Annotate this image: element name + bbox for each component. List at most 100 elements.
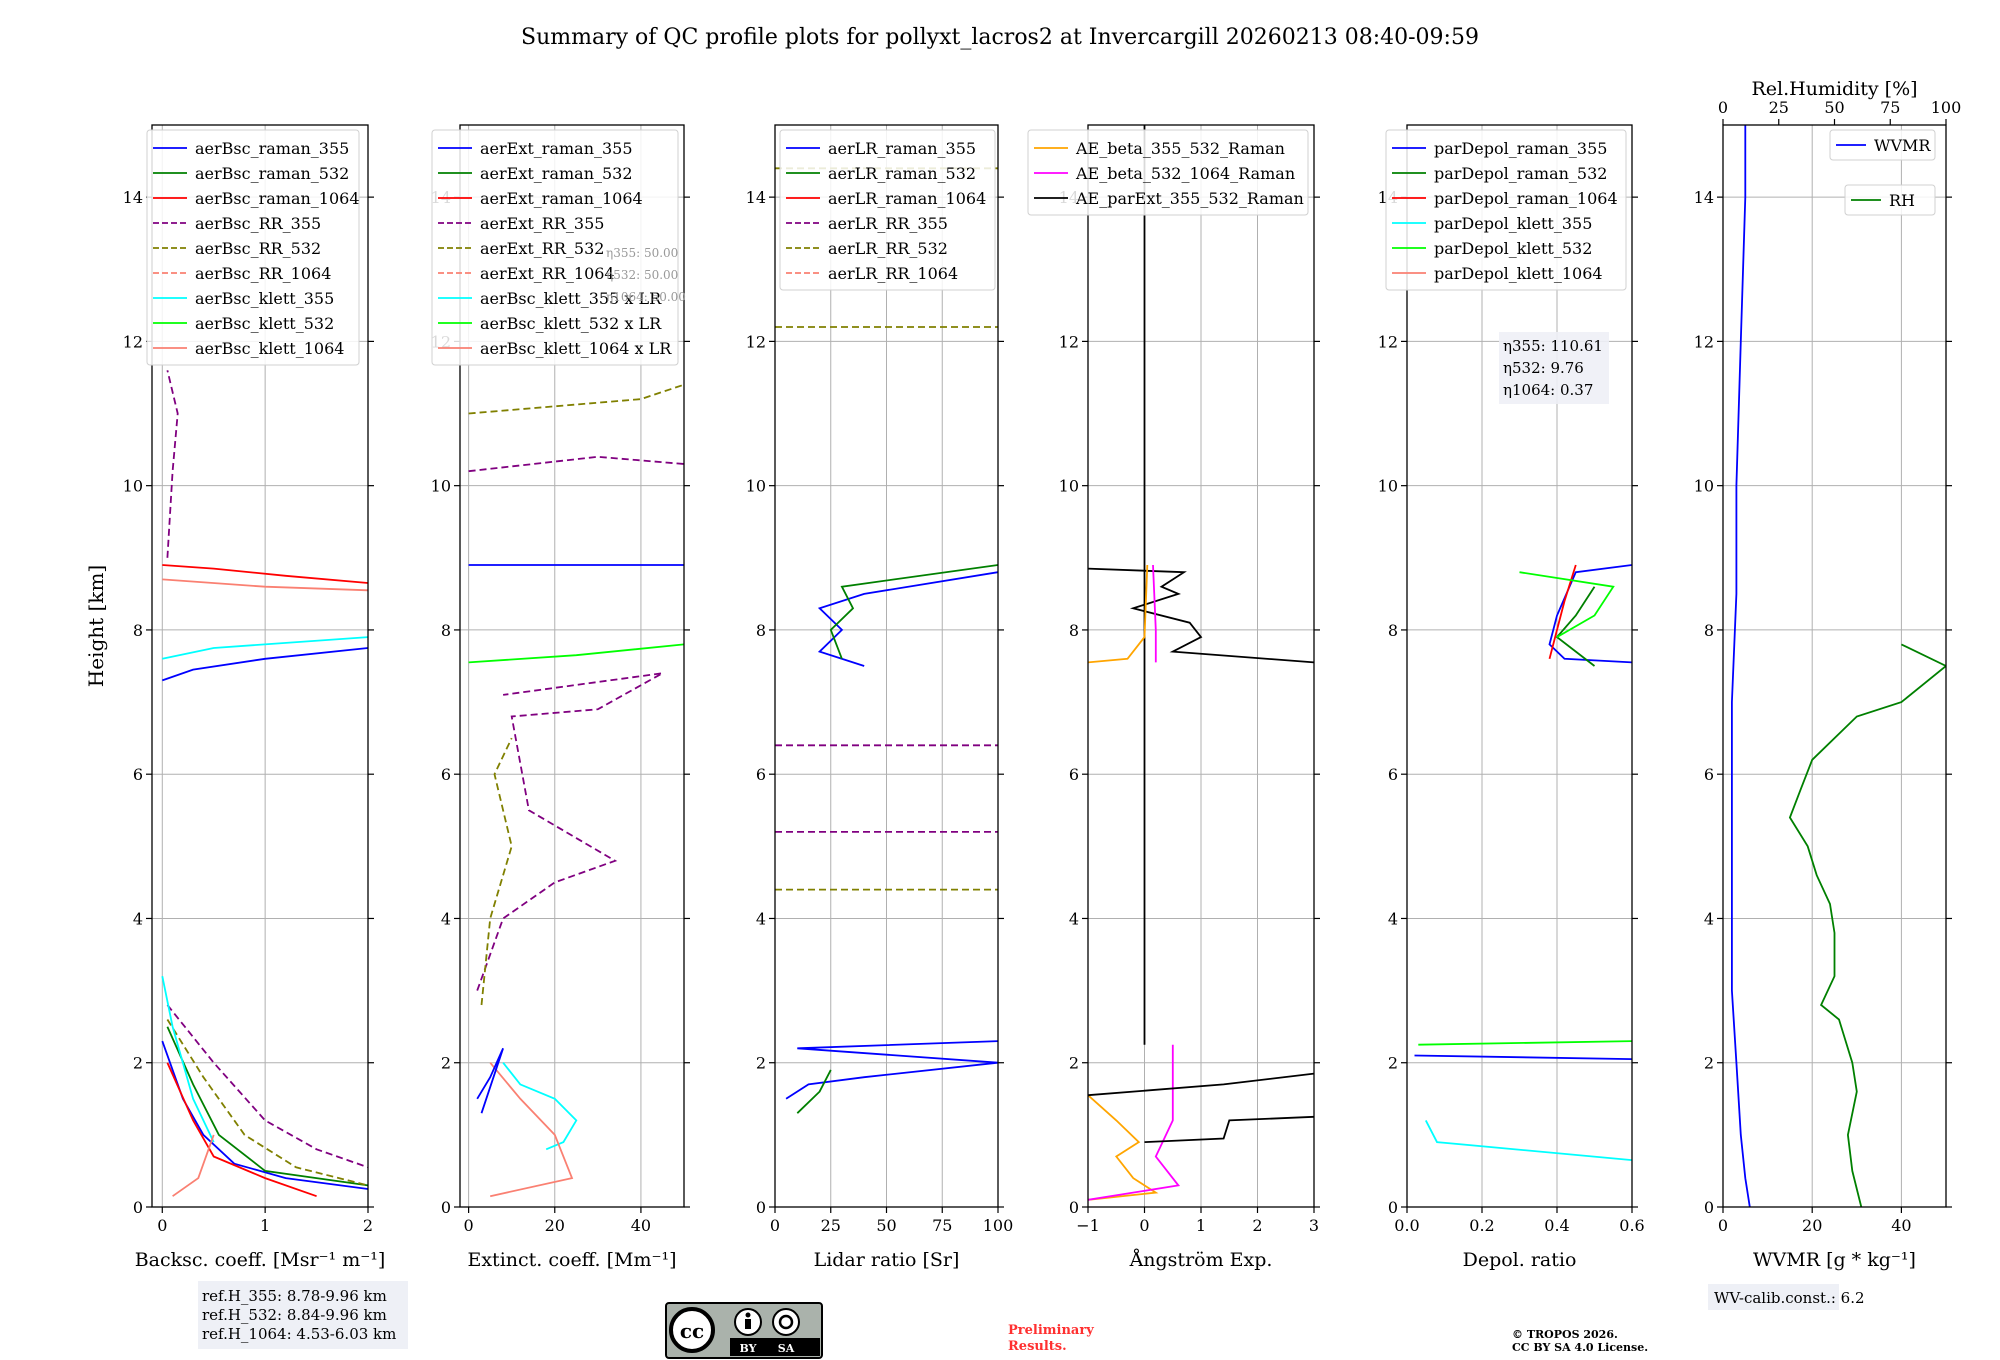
series-aerext-raman-355 — [476, 1047, 504, 1114]
series-rh — [1788, 643, 1946, 1207]
series-group — [161, 370, 368, 1198]
series-aerbsc-raman-1064 — [166, 1062, 317, 1198]
y-tick-label-0: 0 — [756, 1198, 766, 1217]
share-alike-icon — [772, 1308, 800, 1336]
legend-label-0: AE_beta_355_532_Raman — [1075, 139, 1285, 158]
preliminary-label-2: Results. — [1008, 1339, 1067, 1354]
plot-frame — [151, 124, 369, 1208]
legend-label-5: parDepol_klett_1064 — [1434, 264, 1603, 283]
series-cloud-532 — [468, 643, 684, 664]
panel-3: 0 25 50 75 100 0 2 4 6 8 10 12 14 Lidar ratio [Sr] aer… — [746, 124, 1013, 1271]
y-tick-label-7: 14 — [1694, 188, 1714, 207]
y-tick-label-5: 10 — [1694, 477, 1714, 496]
panel-5: 0.00.20.40.602468101214Depol. ratioparDe… — [1378, 124, 1645, 1271]
y-tick-label-1: 2 — [1069, 1054, 1079, 1073]
series-aerlr-raman-355-cloud — [817, 571, 998, 667]
legend: parDepol_raman_355 parDepol_raman_532 parD… — [1385, 129, 1627, 291]
y-tick-label-0: 0 — [133, 1198, 143, 1217]
y-axis-label: Height [km] — [84, 565, 108, 687]
legend-label-5: aerLR_RR_1064 — [828, 264, 958, 283]
series-pardepol-raman-355 — [1548, 564, 1632, 664]
x-tick-label-2: 0.4 — [1544, 1216, 1569, 1235]
series-ae-beta-355-cloud — [1088, 564, 1149, 664]
legend-label-3: aerExt_RR_355 — [480, 214, 604, 233]
y-tick-label-4: 8 — [133, 621, 143, 640]
series-aerbsc-raman-532 — [166, 1026, 368, 1187]
top-axis-label: Rel.Humidity [%] — [1751, 78, 1917, 100]
ref-height-532: ref.H_532: 8.84-9.96 km — [202, 1306, 387, 1324]
series-pardepol-klett-532 — [1519, 571, 1615, 638]
cc-sa-label: SA — [778, 1342, 795, 1355]
x-tick-label-0: 0 — [464, 1216, 474, 1235]
legend: AE_beta_355_532_Raman AE_beta_532_1064_Ra… — [1027, 129, 1309, 216]
legend-label-6: aerBsc_klett_355 x LR — [480, 289, 662, 308]
panel-2: 0204002468101214Extinct. coeff. [Mm⁻¹]ae… — [431, 124, 690, 1271]
eta-annotation-2: η1064: 50.00 — [606, 290, 686, 304]
legend-label-5: aerExt_RR_1064 — [480, 264, 615, 283]
series-aerbsc-rr-532 — [166, 1019, 368, 1187]
y-tick-label-1: 2 — [133, 1054, 143, 1073]
legend-box — [146, 129, 360, 366]
series-pardepol-raman-355-low — [1414, 1054, 1632, 1060]
preliminary-label-1: Preliminary — [1008, 1323, 1094, 1338]
eta-annotation-2: η1064: 0.37 — [1503, 381, 1593, 399]
series-group — [1731, 125, 1946, 1207]
series-aerbsc-klett-1064-x-lr — [489, 1062, 574, 1198]
series-pardepol-klett-532-low — [1418, 1040, 1632, 1046]
series-pardepol-klett-355 — [1425, 1119, 1632, 1161]
x-tick-label-0: −1 — [1076, 1216, 1100, 1235]
legend: aerExt_raman_355 aerExt_raman_532 aerExt_r… — [431, 129, 679, 366]
legend-label-0: parDepol_raman_355 — [1434, 139, 1607, 158]
x-tick-label-2: 1 — [1196, 1216, 1206, 1235]
copyright-line-2: CC BY SA 4.0 License. — [1512, 1341, 1648, 1354]
y-tick-label-1: 2 — [441, 1054, 451, 1073]
wv-calib-text: WV-calib.const.: 6.2 — [1714, 1289, 1865, 1307]
legend-box-0 — [1829, 129, 1936, 161]
legend-box — [1385, 129, 1627, 291]
x-tick-label-2: 50 — [876, 1216, 896, 1235]
series-wvmr — [1731, 125, 1751, 1207]
legend-label-7: aerBsc_klett_532 — [195, 314, 334, 333]
legend-label-0: aerExt_raman_355 — [480, 139, 633, 158]
cc-text: cc — [680, 1319, 704, 1343]
x-tick-label-0: 0 — [1718, 1216, 1728, 1235]
y-tick-label-5: 10 — [1059, 477, 1079, 496]
y-tick-label-2: 4 — [756, 909, 766, 928]
y-tick-label-3: 6 — [133, 765, 143, 784]
eta-annotation-box — [1499, 332, 1609, 404]
y-tick-label-4: 8 — [1069, 621, 1079, 640]
series-cloud-klett-1064 — [162, 578, 368, 592]
y-tick-label-4: 8 — [756, 621, 766, 640]
series-aerbsc-klett-1064 — [172, 1134, 215, 1197]
x-tick-label-0: 0.0 — [1394, 1216, 1419, 1235]
legend-label-8: aerBsc_klett_1064 x LR — [480, 339, 672, 358]
series-ae-parext-cloud — [1088, 567, 1314, 664]
series-pardepol-raman-532 — [1555, 586, 1596, 667]
legend-label-8: aerBsc_klett_1064 — [195, 339, 344, 358]
x-axis-label: WVMR [g * kg⁻¹] — [1753, 1249, 1916, 1271]
x-tick-label-1: 20 — [545, 1216, 565, 1235]
legend-label-1: aerExt_raman_532 — [480, 164, 633, 183]
series-group — [468, 383, 684, 1198]
x-axis-label: Backsc. coeff. [Msr⁻¹ m⁻¹] — [135, 1249, 386, 1271]
series-aerlr-raman-532 — [796, 1069, 832, 1114]
figure-title: Summary of QC profile plots for pollyxt_… — [521, 25, 1479, 50]
legend-label-2: aerLR_raman_1064 — [828, 189, 986, 208]
legend-label-0: aerBsc_raman_355 — [195, 139, 349, 158]
y-tick-label-2: 4 — [1388, 909, 1398, 928]
legend-label-2: parDepol_raman_1064 — [1434, 189, 1618, 208]
legend-label-6: aerBsc_klett_355 — [195, 289, 334, 308]
x-tick-label-2: 40 — [1891, 1216, 1911, 1235]
y-tick-label-2: 4 — [1704, 909, 1714, 928]
legend-label-3: parDepol_klett_355 — [1434, 214, 1592, 233]
wv-calib-box: WV-calib.const.: 6.2 — [1708, 1284, 1865, 1310]
legend-label-1: RH — [1889, 191, 1915, 210]
legend: aerLR_raman_355 aerLR_raman_532 aerLR_rama… — [779, 129, 996, 291]
top-x-tick-label-4: 100 — [1931, 98, 1962, 117]
y-tick-label-5: 10 — [746, 477, 766, 496]
x-tick-label-4: 3 — [1309, 1216, 1319, 1235]
y-tick-label-3: 6 — [1388, 765, 1398, 784]
y-tick-label-1: 2 — [756, 1054, 766, 1073]
series-ae-beta-355-532-raman — [1088, 1094, 1159, 1201]
